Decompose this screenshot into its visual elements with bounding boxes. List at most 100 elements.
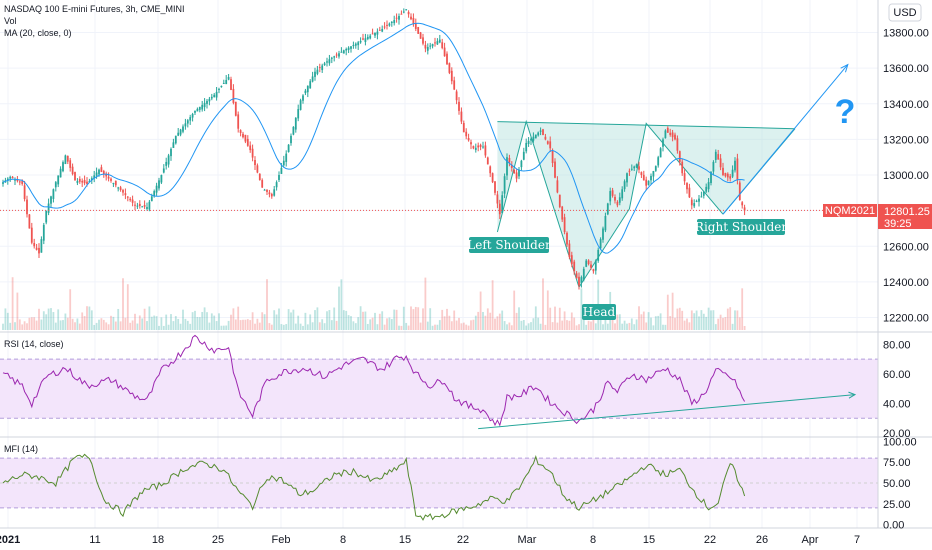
- rsi-legend[interactable]: RSI (14, close): [4, 339, 64, 349]
- candle-body: [489, 166, 492, 174]
- candle-body: [342, 50, 345, 54]
- volume-bar: [242, 319, 244, 330]
- price-tick-label: 12200.00: [883, 313, 929, 325]
- mfi-tick-label: 0.00: [883, 520, 904, 532]
- price-axis[interactable]: 13800.00 13600.00 13400.00 13200.00 13000.00…: [883, 28, 929, 325]
- candle-body: [338, 53, 340, 57]
- candle-body: [702, 191, 705, 196]
- price-tick-label: 12600.00: [883, 241, 929, 253]
- price-candles[interactable]: [2, 8, 746, 290]
- volume-bar: [30, 317, 33, 330]
- volume-legend[interactable]: Vol: [4, 16, 17, 26]
- volume-bar: [4, 308, 7, 330]
- candle-body: [333, 56, 336, 58]
- volume-bar: [626, 323, 628, 330]
- volume-bar: [395, 309, 398, 330]
- candle-body: [503, 176, 506, 194]
- candle-body: [412, 17, 415, 25]
- candle-body: [138, 203, 141, 207]
- volume-bar: [458, 317, 460, 330]
- candle-body: [590, 264, 592, 268]
- volume-bar: [158, 325, 160, 330]
- candle-body: [554, 161, 556, 178]
- volume-bar: [491, 280, 494, 330]
- candle-body: [220, 85, 223, 88]
- volume-bar: [621, 323, 624, 330]
- right-shoulder-label[interactable]: Right Shoulder: [695, 219, 787, 235]
- candle-body: [268, 192, 271, 195]
- volume-bar: [561, 320, 564, 330]
- candle-body: [710, 172, 712, 183]
- candle-body: [726, 173, 729, 178]
- candle-body: [467, 137, 470, 141]
- volume-bar: [738, 317, 741, 330]
- time-axis[interactable]: 2021 11 18 25 Feb 8 15 22 Mar 8 15 22 26 Apr 7: [0, 534, 860, 546]
- candle-body: [390, 21, 393, 24]
- volume-bar: [503, 321, 506, 330]
- currency-button[interactable]: USD: [888, 3, 922, 22]
- candle-body: [76, 181, 79, 183]
- volume-bar: [383, 324, 386, 330]
- candle-body: [386, 24, 388, 26]
- volume-bar: [585, 324, 588, 330]
- svg-text:Head: Head: [583, 305, 616, 319]
- volume-bar: [275, 314, 278, 330]
- volume-bar: [38, 308, 40, 330]
- volume-bar: [172, 321, 175, 330]
- volume-bar: [326, 311, 328, 330]
- svg-text:NQM2021: NQM2021: [825, 205, 875, 217]
- volume-bar: [117, 308, 120, 330]
- volume-bar: [220, 325, 223, 330]
- candle-body: [549, 141, 552, 149]
- volume-bar: [54, 322, 57, 330]
- symbol-legend[interactable]: NASDAQ 100 E-mini Futures, 3h, CME_MINI: [4, 4, 185, 14]
- candle-body: [717, 154, 720, 160]
- volume-bar: [729, 307, 732, 330]
- rsi-axis[interactable]: 80.00 60.00 40.00 20.00: [883, 339, 911, 440]
- candle-body: [729, 176, 732, 179]
- volume-bar: [726, 308, 729, 330]
- mfi-axis[interactable]: 100.00 75.00 50.00 25.00 0.00: [883, 436, 917, 531]
- candle-body: [522, 151, 525, 160]
- volume-bar: [479, 291, 482, 330]
- candle-body: [686, 183, 688, 190]
- volume-bar: [568, 320, 571, 330]
- candle-body: [707, 182, 710, 190]
- volume-bar: [417, 307, 420, 330]
- candle-body: [414, 23, 417, 29]
- volume-bar: [165, 314, 168, 330]
- time-tick-label: 22: [457, 534, 469, 546]
- volume-bar: [544, 324, 547, 330]
- volume-bar: [443, 316, 446, 330]
- left-shoulder-label[interactable]: Left Shoulder: [467, 237, 551, 253]
- rsi-trendline[interactable]: [478, 391, 857, 430]
- candle-body: [196, 108, 199, 112]
- volume-bar: [611, 317, 614, 330]
- candle-body: [309, 81, 312, 89]
- volume-bar: [474, 315, 477, 330]
- volume-bar: [429, 308, 432, 330]
- question-mark-annotation[interactable]: ?: [835, 93, 856, 131]
- candle-body: [501, 195, 504, 214]
- time-tick-label: 7: [854, 534, 860, 546]
- candle-body: [376, 31, 379, 35]
- candle-body: [551, 150, 554, 163]
- candle-body: [508, 157, 511, 163]
- volume-bar: [563, 311, 566, 330]
- head-label[interactable]: Head: [582, 304, 616, 320]
- volume-bar: [477, 311, 480, 330]
- candle-body: [110, 178, 112, 181]
- volume-bar: [376, 324, 379, 330]
- candle-body: [287, 144, 290, 153]
- ma-legend[interactable]: MA (20, close, 0): [4, 28, 72, 38]
- rsi-tick-label: 80.00: [883, 339, 911, 351]
- head-and-shoulders-pattern[interactable]: [496, 119, 796, 289]
- volume-bar: [309, 314, 312, 330]
- candle-body: [741, 202, 744, 206]
- projection-arrow[interactable]: [722, 63, 849, 215]
- volume-bar: [196, 316, 199, 330]
- volume-bar: [167, 324, 170, 330]
- volume-bar: [153, 315, 156, 330]
- mfi-legend[interactable]: MFI (14): [4, 444, 38, 454]
